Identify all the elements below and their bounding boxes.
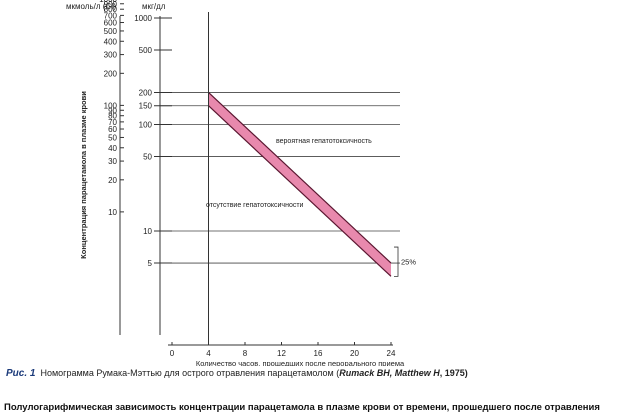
mcmol-tick-label: 10	[108, 208, 117, 217]
x-tick-label: 20	[350, 349, 359, 358]
mcmol-tick-label: 20	[108, 176, 117, 185]
mcg-tick-label: 10	[143, 227, 152, 236]
mcmol-tick-label: 60	[108, 125, 117, 134]
footer-text: Полулогарифмическая зависимость концентр…	[4, 402, 600, 413]
mcg-axis-title: мкг/дл	[142, 2, 166, 11]
caption-authors: Rumack BH, Matthew H	[339, 368, 440, 378]
mcg-tick-label: 5	[148, 259, 153, 268]
series-line-150	[208, 105, 392, 277]
mcmol-tick-label: 30	[108, 157, 117, 166]
mcmol-tick-label: 700	[104, 11, 118, 20]
x-tick-label: 0	[170, 349, 175, 358]
mcmol-tick-label: 800	[104, 5, 118, 14]
mcmol-tick-label: 1000	[99, 0, 117, 4]
mcg-tick-label: 1000	[134, 14, 152, 23]
mcmol-tick-label: 100	[104, 101, 118, 110]
mcg-tick-label: 100	[139, 121, 153, 130]
x-tick-label: 4	[206, 349, 211, 358]
figure-caption: Рис. 1 Номограмма Румака-Мэттью для остр…	[6, 368, 468, 379]
toxicity-band-fill	[208, 92, 391, 277]
mcmol-tick-label: 70	[108, 118, 117, 127]
mcg-tick-label: 150	[139, 102, 153, 111]
band-percent-label: 25%	[401, 258, 416, 267]
caption-text: Номограмма Румака-Мэттью для острого отр…	[40, 368, 340, 378]
x-tick-label: 16	[314, 349, 323, 358]
x-tick-label: 8	[243, 349, 248, 358]
mcmol-axis-title: мкмоль/л (CI)	[66, 2, 116, 11]
grid-lines	[160, 92, 400, 264]
series-line-200	[208, 92, 392, 264]
mcmol-tick-label: 50	[108, 133, 117, 142]
annotation-probable-toxicity: вероятная гепатотоксичность	[276, 138, 372, 145]
labels: 1000500200150100501056000500040003000200…	[66, 0, 416, 366]
mcmol-tick-label: 400	[104, 37, 118, 46]
toxicity-band	[208, 92, 392, 277]
mcmol-tick-label: 40	[108, 144, 117, 153]
caption-year: , 1975)	[439, 368, 468, 378]
mcg-tick-label: 50	[143, 153, 152, 162]
mcg-tick-label: 200	[139, 88, 153, 97]
mcg-tick-label: 500	[139, 46, 153, 55]
percent-bracket	[394, 246, 399, 277]
x-axis-title: Количество часов, прошедших после перора…	[196, 359, 405, 366]
axes	[119, 3, 399, 346]
mcmol-tick-label: 300	[104, 51, 118, 60]
x-tick-label: 12	[277, 349, 286, 358]
annotation-no-toxicity: отсутствие гепатотоксичности	[206, 202, 304, 209]
nomogram-chart: 1000500200150100501056000500040003000200…	[66, 0, 416, 366]
y-axis-title: Концентрация парацетамола в плазме крови	[79, 91, 88, 259]
mcmol-tick-label: 600	[104, 19, 118, 28]
mcmol-tick-label: 200	[104, 69, 118, 78]
x-tick-label: 24	[387, 349, 396, 358]
figure-label: Рис. 1	[6, 368, 36, 379]
mcmol-tick-label: 90	[108, 106, 117, 115]
mcmol-tick-label: 900	[104, 0, 118, 9]
mcmol-tick-label: 80	[108, 112, 117, 121]
mcmol-tick-label: 500	[104, 27, 118, 36]
